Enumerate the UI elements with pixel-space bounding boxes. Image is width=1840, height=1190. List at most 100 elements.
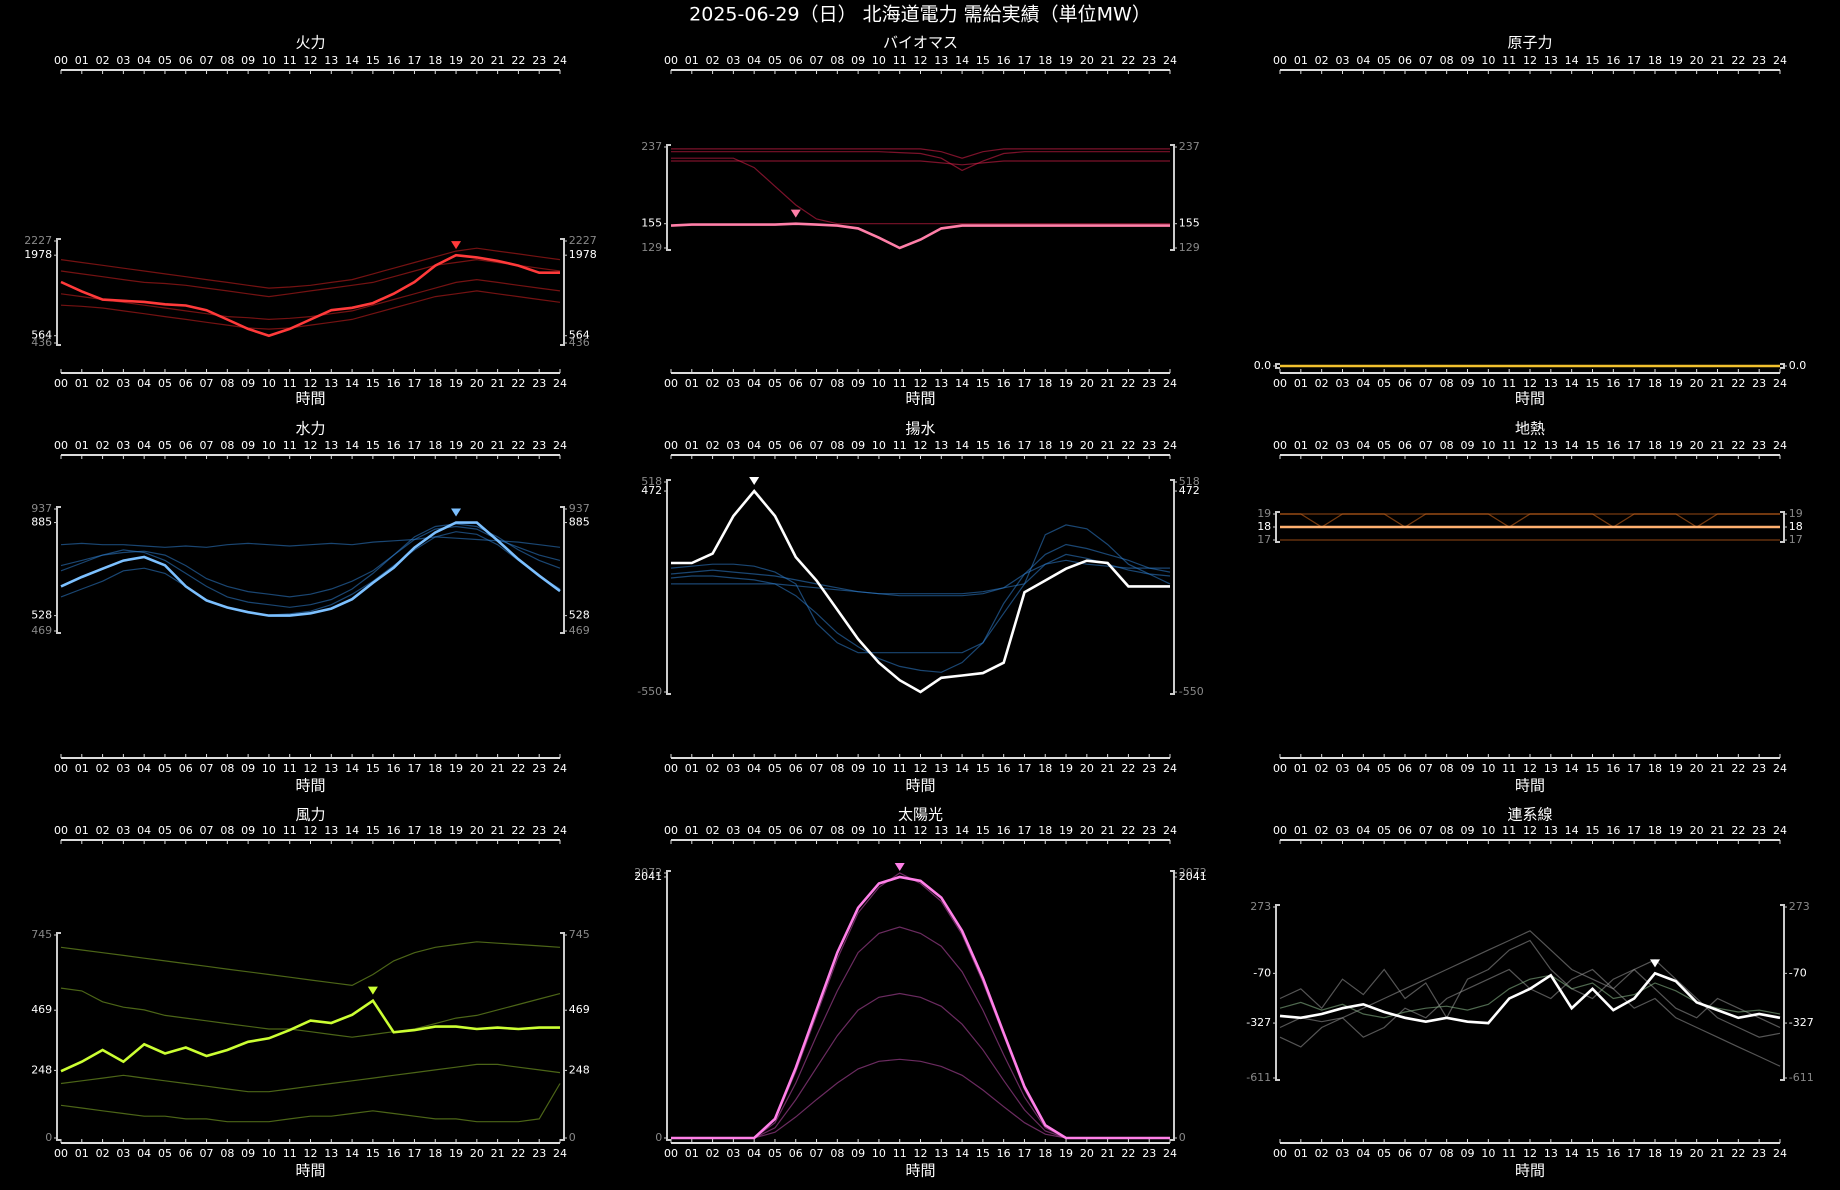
x-tick-label: 19 <box>1059 762 1073 775</box>
y-tick-label: 469 <box>569 624 590 637</box>
x-tick-label: 18 <box>428 439 442 452</box>
x-tick-label: 17 <box>1627 439 1641 452</box>
x-tick-label: 05 <box>158 377 172 390</box>
x-tick-label: 24 <box>1773 762 1787 775</box>
x-tick-label: 11 <box>1502 377 1516 390</box>
x-tick-label: 21 <box>491 1147 505 1160</box>
x-tick-label: 10 <box>262 377 276 390</box>
x-tick-label: 20 <box>1080 54 1094 67</box>
x-tick-label: 07 <box>1419 439 1433 452</box>
x-tick-label: 02 <box>1315 762 1329 775</box>
x-tick-label: 18 <box>428 377 442 390</box>
highlight-line <box>1279 971 1781 1025</box>
x-tick-label: 16 <box>1606 762 1620 775</box>
x-tick-label: 00 <box>664 439 678 452</box>
x-tick-label: 08 <box>220 54 234 67</box>
x-tick-label: 04 <box>137 54 151 67</box>
x-tick-label: 15 <box>366 1147 380 1160</box>
x-tick-label: 22 <box>1121 54 1135 67</box>
x-tick-label: 02 <box>96 377 110 390</box>
x-tick-label: 05 <box>158 54 172 67</box>
panel-title: 風力 <box>295 806 325 824</box>
x-tick-label: 12 <box>914 439 928 452</box>
y-tick-label: 155 <box>1179 217 1200 230</box>
x-tick-label: 13 <box>934 824 948 837</box>
x-tick-label: 03 <box>726 1147 740 1160</box>
x-tick-label: 08 <box>1440 1147 1454 1160</box>
y-tick-label: 436 <box>569 336 590 349</box>
x-tick-label: 16 <box>387 377 401 390</box>
y-tick-label: 129 <box>1179 241 1200 254</box>
x-tick-label: 15 <box>366 54 380 67</box>
x-tick-label: 19 <box>1669 54 1683 67</box>
x-tick-label: 16 <box>997 439 1011 452</box>
x-tick-label: 24 <box>1163 54 1177 67</box>
x-tick-label: 04 <box>747 1147 761 1160</box>
x-tick-label: 23 <box>1752 439 1766 452</box>
x-tick-label: 22 <box>1121 824 1135 837</box>
x-tick-label: 14 <box>955 377 969 390</box>
history-line <box>1280 513 1780 528</box>
y-tick-label: 248 <box>31 1063 52 1076</box>
y-tick-label: 745 <box>569 928 590 941</box>
x-tick-label: 17 <box>1627 762 1641 775</box>
x-tick-label: 11 <box>893 1147 907 1160</box>
history-line <box>671 1058 1170 1139</box>
x-tick-label: 14 <box>955 54 969 67</box>
x-tick-label: 05 <box>1377 762 1391 775</box>
x-tick-label: 15 <box>1586 762 1600 775</box>
x-tick-label: 18 <box>1038 54 1052 67</box>
x-tick-label: 18 <box>428 1147 442 1160</box>
x-tick-label: 23 <box>532 439 546 452</box>
history-line <box>671 148 1170 159</box>
history-line <box>60 278 561 321</box>
x-tick-label: 04 <box>1356 377 1370 390</box>
x-tick-label: 20 <box>470 762 484 775</box>
history-line <box>60 1083 561 1123</box>
x-tick-label: 07 <box>1419 1147 1433 1160</box>
x-tick-label: 09 <box>851 1147 865 1160</box>
x-tick-label: 21 <box>1101 762 1115 775</box>
x-tick-label: 19 <box>1059 1147 1073 1160</box>
x-tick-label: 13 <box>324 824 338 837</box>
y-tick-label: 237 <box>1179 140 1200 153</box>
x-tick-label: 08 <box>830 439 844 452</box>
x-tick-label: 06 <box>179 377 193 390</box>
x-tick-label: 07 <box>200 824 214 837</box>
x-tick-label: 24 <box>1163 439 1177 452</box>
x-tick-label: 05 <box>1377 377 1391 390</box>
x-tick-label: 11 <box>283 1147 297 1160</box>
x-tick-label: 01 <box>685 824 699 837</box>
x-tick-label: 10 <box>262 54 276 67</box>
x-tick-label: 02 <box>96 439 110 452</box>
x-tick-label: 23 <box>532 1147 546 1160</box>
x-tick-label: 24 <box>553 762 567 775</box>
x-tick-label: 20 <box>1690 439 1704 452</box>
x-tick-label: 10 <box>872 377 886 390</box>
x-tick-label: 23 <box>1142 1147 1156 1160</box>
peak-marker <box>1650 959 1660 968</box>
x-tick-label: 12 <box>304 762 318 775</box>
y-tick-label: 528 <box>31 609 52 622</box>
x-tick-label: 02 <box>1315 1147 1329 1160</box>
x-tick-label: 01 <box>1294 54 1308 67</box>
x-tick-label: 03 <box>116 824 130 837</box>
x-tick-label: 15 <box>1586 824 1600 837</box>
y-tick-label: 2072 <box>1179 866 1207 879</box>
history-line <box>670 559 1170 654</box>
x-tick-label: 09 <box>851 762 865 775</box>
x-tick-label: 01 <box>1294 1147 1308 1160</box>
x-axis-label: 時間 <box>295 390 325 408</box>
x-tick-label: 07 <box>810 377 824 390</box>
x-axis-label: 時間 <box>905 390 935 408</box>
x-tick-label: 07 <box>200 1147 214 1160</box>
history-line <box>670 553 1171 673</box>
x-tick-label: 21 <box>1711 377 1725 390</box>
x-tick-label: 01 <box>1294 762 1308 775</box>
x-tick-label: 21 <box>1711 54 1725 67</box>
x-tick-label: 23 <box>532 377 546 390</box>
x-tick-label: 22 <box>511 762 525 775</box>
y-tick-label: 0 <box>45 1131 52 1144</box>
peak-marker <box>451 508 462 517</box>
x-tick-label: 01 <box>75 439 89 452</box>
